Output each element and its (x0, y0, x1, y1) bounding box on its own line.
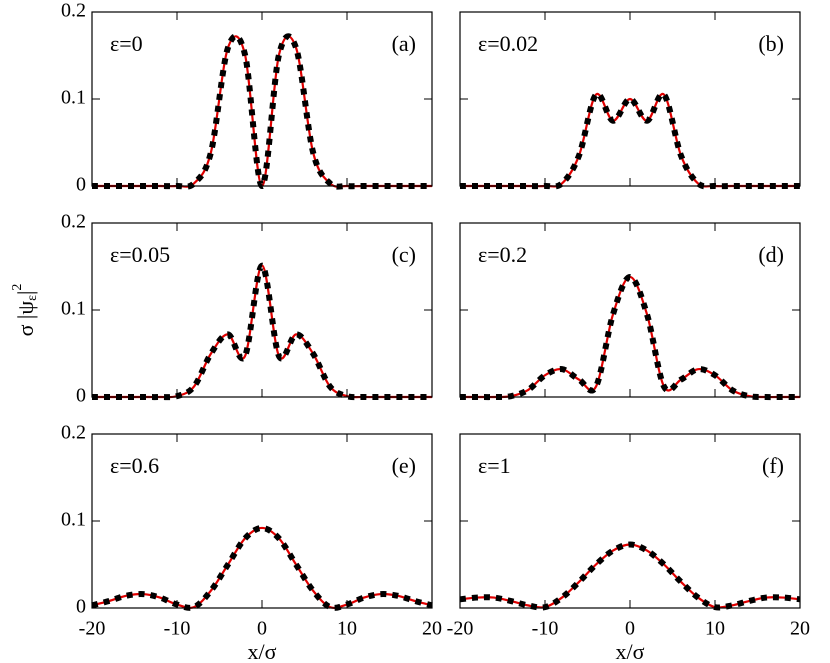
y-label-main: σ |ψ (13, 301, 38, 337)
dotted-line (459, 541, 801, 611)
y-tick-label: 0.2 (61, 0, 86, 22)
panel-annotation: ε=0.02 (478, 31, 538, 56)
x-tick-label: 0 (625, 618, 635, 640)
dotted-line (460, 91, 800, 190)
x-tick-label: -10 (532, 618, 559, 640)
panel-frame (459, 433, 801, 609)
y-tick-label: 0 (76, 385, 86, 407)
y-tick-label: 0 (76, 174, 86, 196)
y-tick-label: 0.1 (61, 87, 86, 109)
y-label-sup: 2 (10, 284, 25, 291)
y-label-close: | (13, 291, 38, 295)
x-tick-label: 10 (337, 618, 357, 640)
panel-letter: (e) (392, 453, 416, 478)
solid-line (92, 264, 432, 399)
x-tick-label: 0 (257, 618, 267, 640)
panel-letter: (d) (758, 242, 784, 267)
solid-line (460, 275, 800, 399)
x-tick-label: -20 (447, 618, 474, 640)
panel-letter: (a) (392, 31, 416, 56)
x-axis-label: x/σ (616, 639, 645, 663)
y-label-sub: ε (25, 295, 40, 301)
panel-annotation: ε=0.05 (110, 242, 170, 267)
x-tick-label: 20 (422, 618, 442, 640)
y-axis-label: σ |ψε|2 (10, 284, 40, 337)
x-tick-label: -10 (164, 618, 191, 640)
dotted-line (91, 524, 433, 611)
panel-annotation: ε=1 (478, 453, 511, 478)
solid-line (460, 92, 800, 188)
panel-letter: (c) (392, 242, 416, 267)
dotted-line (460, 273, 800, 401)
panel-annotation: ε=0 (110, 31, 143, 56)
dotted-line (92, 262, 432, 401)
solid-line (91, 526, 433, 610)
panel-letter: (b) (758, 31, 784, 56)
panel-frame (91, 11, 433, 187)
y-tick-label: 0.2 (61, 211, 86, 233)
x-tick-label: 20 (790, 618, 810, 640)
y-tick-label: 0.1 (61, 509, 86, 531)
panel-letter: (f) (762, 453, 784, 478)
x-axis-label: x/σ (248, 639, 277, 663)
x-tick-label: 10 (705, 618, 725, 640)
x-tick-label: -20 (79, 618, 106, 640)
panel-annotation: ε=0.2 (478, 242, 527, 267)
y-tick-label: 0 (76, 596, 86, 618)
panel-annotation: ε=0.6 (110, 453, 159, 478)
y-tick-label: 0.1 (61, 298, 86, 320)
solid-line (92, 35, 432, 188)
dotted-line (92, 33, 432, 190)
y-tick-label: 0.2 (61, 422, 86, 444)
